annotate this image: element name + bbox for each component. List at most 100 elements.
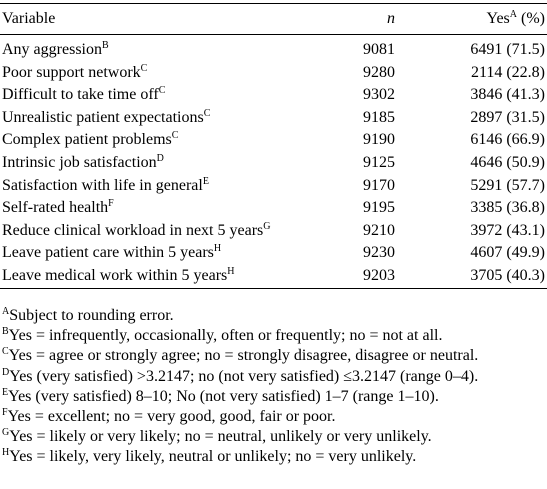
cell-variable: Any aggressionB <box>0 35 335 62</box>
footnote: ASubject to rounding error. <box>2 306 547 326</box>
cell-n: 9125 <box>363 153 395 171</box>
cell-variable: Self-rated healthF <box>0 197 335 220</box>
footnote-letter: A <box>2 306 10 317</box>
footnote-mark: C <box>171 130 179 142</box>
header-yes-footnote-mark: A <box>509 9 518 20</box>
footnote-mark: H <box>213 243 222 255</box>
cell-variable: Poor support networkC <box>0 62 335 85</box>
variable-label: Poor support network <box>2 63 141 81</box>
footnote-mark: G <box>263 220 271 232</box>
footnote: HYes = likely, very likely, neutral or u… <box>2 447 547 467</box>
cell-variable: Unrealistic patient expectationsC <box>0 107 335 130</box>
variable-label: Any aggression <box>2 41 102 58</box>
footnote-text: Subject to rounding error. <box>9 307 174 324</box>
table-row: Unrealistic patient expectationsC 9185 2… <box>0 107 547 130</box>
table-row: Any aggressionB 9081 6491 (71.5) <box>0 35 547 62</box>
variable-label: Leave medical work within 5 years <box>2 266 228 284</box>
footnote: CYes = agree or strongly agree; no = str… <box>2 346 547 366</box>
footnote-text: Yes = likely or very likely; no = neutra… <box>9 428 432 446</box>
footnote-letter: G <box>2 427 10 439</box>
footnote-text: Yes = likely, very likely, neutral or un… <box>9 448 417 466</box>
cell-variable: Intrinsic job satisfactionD <box>0 152 335 175</box>
cell-variable: Leave medical work within 5 yearsH <box>0 264 335 289</box>
footnote-text: Yes = infrequently, occasionally, often … <box>8 327 443 345</box>
footnote-letter: D <box>2 366 10 378</box>
footnote-text: Yes (very satisfied) 8–10; No (not very … <box>8 387 439 405</box>
cell-yes: 6491 (71.5) <box>470 41 545 58</box>
footnote-mark: E <box>202 175 209 187</box>
footnote: EYes (very satisfied) 8–10; No (not very… <box>2 387 547 407</box>
table-footnotes: ASubject to rounding error. BYes = infre… <box>2 306 547 468</box>
table-row: Self-rated healthF 9195 3385 (36.8) <box>0 197 547 220</box>
header-row: Variable n YesA (%) <box>0 3 547 35</box>
header-yes-label: Yes <box>486 10 510 27</box>
cell-n: 9190 <box>363 131 395 149</box>
footnote-letter: F <box>2 407 8 419</box>
footnote-text: Yes (very satisfied) >3.2147; no (not ve… <box>9 367 479 385</box>
footnote-letter: H <box>2 447 10 459</box>
variable-label: Unrealistic patient expectations <box>2 108 204 126</box>
footnote: FYes = excellent; no = very good, good, … <box>2 407 547 427</box>
footnote-mark: C <box>140 62 148 74</box>
cell-yes: 3846 (41.3) <box>470 86 545 104</box>
variable-label: Satisfaction with life in general <box>2 176 203 194</box>
cell-yes: 3385 (36.8) <box>470 199 545 217</box>
footnote-letter: B <box>2 326 9 338</box>
footnote-letter: C <box>2 346 9 358</box>
cell-n: 9185 <box>363 108 395 126</box>
footnote-mark: F <box>108 198 114 210</box>
variable-label: Leave patient care within 5 years <box>2 244 214 262</box>
table-row: Poor support networkC 9280 2114 (22.8) <box>0 62 547 85</box>
cell-n: 9203 <box>335 264 395 289</box>
cell-n: 9210 <box>363 221 395 239</box>
cell-yes: 3972 (43.1) <box>470 221 545 239</box>
footnote-mark: H <box>227 265 235 277</box>
footnote-letter: E <box>2 386 9 398</box>
variable-label: Difficult to take time off <box>2 86 159 104</box>
cell-n: 9170 <box>363 176 395 194</box>
footnote: DYes (very satisfied) >3.2147; no (not v… <box>2 367 547 387</box>
cell-yes: 2114 (22.8) <box>470 63 545 81</box>
footnote-text: Yes = agree or strongly agree; no = stro… <box>8 347 479 365</box>
header-yes-suffix: (%) <box>517 10 545 27</box>
cell-n: 9195 <box>363 199 395 217</box>
cell-yes: 3705 (40.3) <box>395 264 547 289</box>
variable-label: Complex patient problems <box>2 131 172 149</box>
cell-yes: 5291 (57.7) <box>470 176 545 194</box>
variable-label: Reduce clinical workload in next 5 years <box>2 221 264 239</box>
header-yes: YesA (%) <box>395 3 547 35</box>
data-table: Variable n YesA (%) Any aggressionB 9081… <box>0 3 547 289</box>
table-row: Leave patient care within 5 yearsH 9230 … <box>0 242 547 265</box>
cell-yes: 6146 (66.9) <box>470 131 545 149</box>
cell-n: 9302 <box>363 86 395 104</box>
variable-label: Self-rated health <box>2 199 109 217</box>
footnote-mark: B <box>101 40 109 51</box>
table-row: Satisfaction with life in generalE 9170 … <box>0 175 547 198</box>
footnote-mark: C <box>203 107 211 119</box>
cell-yes: 2897 (31.5) <box>470 108 545 126</box>
cell-yes: 4607 (49.9) <box>470 244 545 262</box>
table-row: Complex patient problemsC 9190 6146 (66.… <box>0 129 547 152</box>
footnote-mark: C <box>158 85 166 97</box>
cell-variable: Satisfaction with life in generalE <box>0 175 335 198</box>
cell-n: 9081 <box>363 41 395 58</box>
cell-yes: 4646 (50.9) <box>470 153 545 171</box>
footnote: GYes = likely or very likely; no = neutr… <box>2 427 547 447</box>
table-row: Leave medical work within 5 yearsH 9203 … <box>0 264 547 289</box>
cell-variable: Reduce clinical workload in next 5 years… <box>0 220 335 243</box>
footnote-mark: D <box>156 152 164 164</box>
table-row: Intrinsic job satisfactionD 9125 4646 (5… <box>0 152 547 175</box>
cell-variable: Leave patient care within 5 yearsH <box>0 242 335 265</box>
footnote: BYes = infrequently, occasionally, often… <box>2 326 547 346</box>
header-n: n <box>335 3 395 35</box>
cell-n: 9230 <box>363 244 395 262</box>
footnote-text: Yes = excellent; no = very good, good, f… <box>7 408 336 426</box>
cell-n: 9280 <box>363 63 395 81</box>
variable-label: Intrinsic job satisfaction <box>2 153 157 171</box>
cell-variable: Difficult to take time offC <box>0 84 335 107</box>
cell-variable: Complex patient problemsC <box>0 129 335 152</box>
header-variable: Variable <box>0 3 335 35</box>
table-row: Reduce clinical workload in next 5 years… <box>0 220 547 243</box>
table-row: Difficult to take time offC 9302 3846 (4… <box>0 84 547 107</box>
